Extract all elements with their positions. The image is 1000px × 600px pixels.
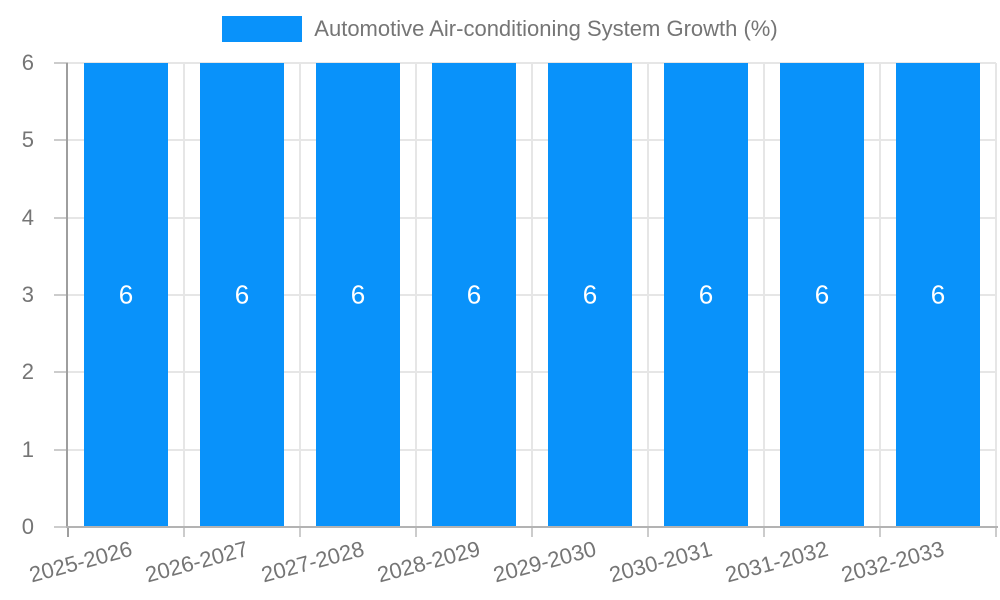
bar[interactable] [84, 63, 168, 527]
x-axis-tick [995, 527, 997, 537]
gridline-vertical [763, 63, 765, 527]
bar-value-label: 6 [698, 279, 714, 310]
y-axis-label: 3 [21, 282, 34, 307]
gridline-vertical [299, 63, 301, 527]
bar[interactable] [896, 63, 980, 527]
bar-value-label: 6 [466, 279, 482, 310]
bar[interactable] [200, 63, 284, 527]
gridline-vertical [647, 63, 649, 527]
x-axis-label: 2025-2026 [26, 536, 135, 588]
bar-value-label: 6 [350, 279, 366, 310]
y-axis-tick [54, 371, 68, 374]
bar-value-label: 6 [814, 279, 830, 310]
gridline-vertical [183, 63, 185, 527]
bar-value-label: 6 [234, 279, 250, 310]
y-axis-label: 5 [21, 127, 34, 153]
bar[interactable] [548, 63, 632, 527]
y-axis-label: 1 [21, 436, 34, 462]
y-axis-tick [54, 216, 68, 219]
y-axis-tick [54, 294, 68, 296]
chart-legend[interactable]: Automotive Air-conditioning System Growt… [0, 16, 1000, 42]
bar[interactable] [316, 63, 400, 527]
x-axis-label: 2028-2029 [374, 536, 483, 588]
gridline-vertical [531, 63, 533, 527]
x-axis-label: 2032-2033 [838, 536, 947, 588]
bar[interactable] [432, 63, 516, 527]
x-axis-tick [763, 527, 765, 537]
y-axis-label: 2 [21, 359, 34, 385]
y-axis-tick [54, 62, 68, 64]
gridline-vertical [415, 63, 417, 527]
x-axis-tick [531, 527, 533, 537]
bar[interactable] [780, 63, 864, 527]
plot-area: 0 1 2 3 4 5 6 6 2025-2026 6 2026-2027 6 2027-2028 6 20… [22, 50, 998, 587]
bar-value-label: 6 [582, 279, 598, 310]
x-axis-tick [299, 527, 301, 537]
y-axis-line [66, 63, 68, 527]
x-axis-line [66, 526, 998, 528]
gridline-vertical [879, 63, 881, 527]
x-axis-tick [647, 527, 649, 537]
bar-value-label: 6 [930, 279, 946, 310]
x-axis-label: 2029-2030 [490, 536, 599, 588]
legend-label: Automotive Air-conditioning System Growt… [314, 16, 778, 41]
bar-value-label: 6 [118, 279, 134, 310]
y-axis-tick [54, 448, 68, 451]
x-axis-label: 2030-2031 [606, 536, 715, 588]
y-axis-tick [54, 139, 68, 142]
x-axis-tick [183, 527, 185, 537]
y-axis-label: 6 [21, 50, 34, 75]
x-axis-label: 2027-2028 [258, 536, 367, 588]
x-axis-label: 2031-2032 [722, 536, 831, 588]
y-axis-label: 0 [21, 514, 34, 539]
x-axis-label: 2026-2027 [142, 536, 251, 588]
bar[interactable] [664, 63, 748, 527]
x-axis-tick [879, 527, 881, 537]
y-axis-tick [54, 526, 68, 528]
gridline-vertical [995, 63, 997, 527]
x-axis-tick [415, 527, 417, 537]
x-axis-tick [67, 527, 69, 537]
legend-swatch [222, 16, 303, 42]
y-axis-label: 4 [21, 204, 34, 230]
